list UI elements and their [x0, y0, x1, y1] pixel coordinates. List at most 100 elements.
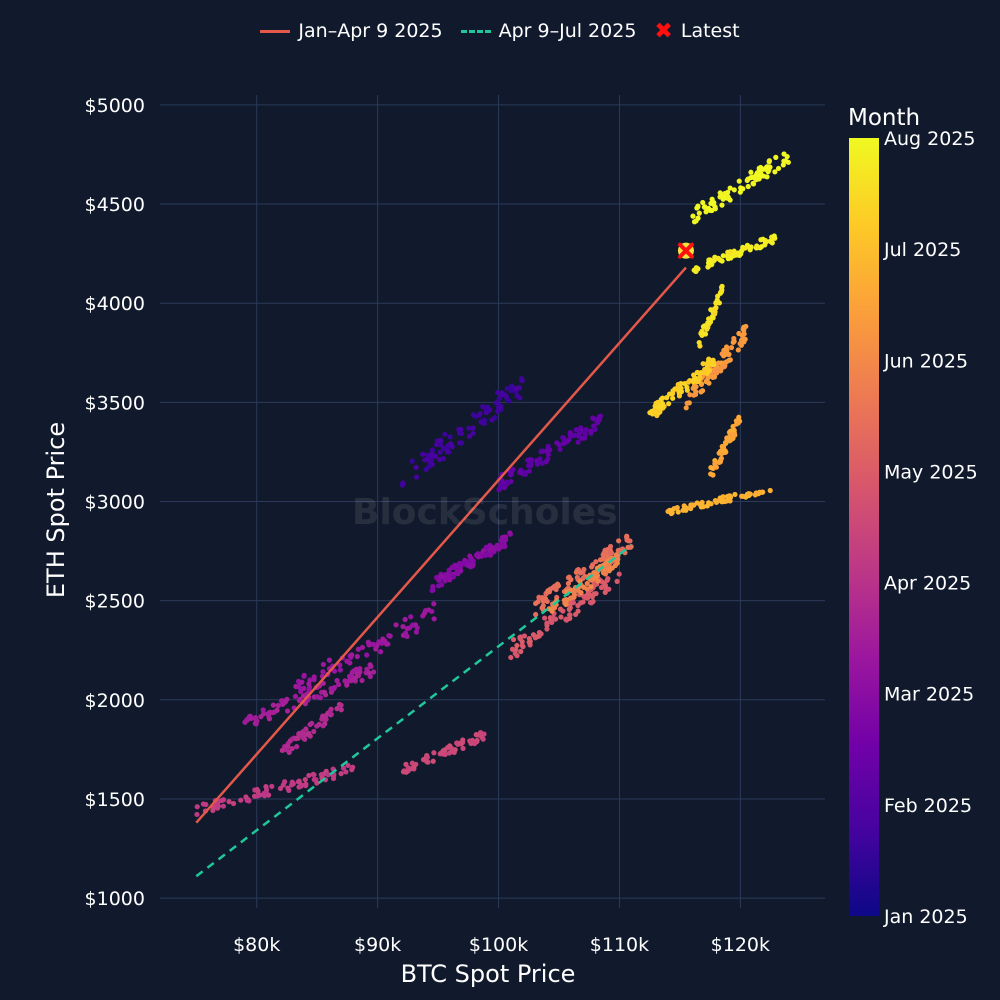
scatter-point [413, 474, 420, 480]
scatter-point [470, 412, 476, 418]
colorbar-label: Aug 2025 [884, 128, 976, 150]
scatter-point [220, 803, 226, 809]
scatter-point [771, 233, 777, 239]
scatter-point [477, 411, 483, 417]
scatter-point [628, 544, 634, 550]
scatter-point [567, 601, 573, 607]
scatter-point [533, 611, 539, 618]
scatter-point [566, 606, 572, 612]
scatter-point [337, 662, 343, 668]
scatter-point [447, 743, 453, 749]
scatter-point [364, 652, 370, 658]
scatter-points [194, 151, 791, 818]
scatter-point [466, 558, 472, 565]
scatter-point [701, 370, 707, 376]
scatter-point [437, 456, 443, 463]
scatter-point [442, 431, 448, 437]
scatter-point [722, 498, 728, 505]
scatter-point [296, 778, 302, 784]
legend-item-series2[interactable]: Apr 9–Jul 2025 [460, 20, 636, 42]
scatter-point [768, 238, 774, 245]
scatter-point [575, 602, 581, 609]
scatter-point [536, 629, 542, 636]
fit-lines [195, 266, 687, 878]
fit-line [195, 544, 633, 878]
scatter-point [602, 589, 608, 595]
scatter-point [367, 673, 373, 680]
scatter-point [612, 562, 618, 569]
scatter-point [480, 548, 487, 554]
scatter-point [519, 376, 525, 382]
scatter-point [555, 583, 562, 589]
scatter-point [684, 400, 690, 406]
scatter-point [542, 615, 548, 621]
scatter-point [544, 598, 550, 605]
scatter-point [693, 389, 699, 395]
scatter-point [720, 364, 726, 370]
y-axis-label: ETH Spot Price [42, 422, 70, 598]
scatter-point [458, 741, 464, 747]
scatter-point [560, 608, 566, 614]
scatter-point [720, 444, 727, 450]
scatter-point [506, 398, 512, 404]
x-axis-label: BTC Spot Price [401, 960, 576, 988]
scatter-point [758, 244, 764, 250]
scatter-point [317, 695, 324, 701]
scatter-point [518, 648, 524, 655]
scatter-point [454, 740, 460, 747]
scatter-point [544, 447, 551, 453]
scatter-point [700, 361, 706, 367]
scatter-point [613, 552, 619, 558]
scatter-point [342, 678, 348, 684]
scatter-point [706, 316, 712, 322]
scatter-point [284, 708, 291, 714]
scatter-point [466, 563, 472, 569]
scatter-point [354, 653, 360, 660]
scatter-point [758, 173, 764, 179]
scatter-point [722, 190, 728, 197]
scatter-point [781, 151, 787, 157]
scatter-point [521, 633, 528, 639]
scatter-point [252, 720, 258, 727]
scatter-point [739, 493, 745, 499]
scatter-point [545, 451, 551, 458]
scatter-point [371, 669, 377, 675]
scatter-point [498, 404, 504, 410]
scatter-point [539, 460, 546, 466]
scatter-point [540, 598, 546, 604]
scatter-point [575, 608, 581, 614]
scatter-point [306, 730, 312, 736]
scatter-point [738, 251, 744, 257]
scatter-point [578, 425, 584, 431]
scatter-point [382, 638, 388, 644]
scatter-point [428, 457, 435, 463]
scatter-point [616, 571, 622, 577]
scatter-point [319, 716, 325, 722]
scatter-point [728, 428, 734, 434]
scatter-point [737, 341, 743, 347]
scatter-point [420, 451, 426, 457]
scatter-point [700, 330, 706, 337]
legend-item-latest[interactable]: ✖ Latest [654, 20, 739, 42]
scatter-point [735, 420, 741, 426]
legend-item-series1[interactable]: Jan–Apr 9 2025 [260, 20, 443, 42]
scatter-point [656, 408, 662, 415]
scatter-point [699, 499, 705, 506]
scatter-point [296, 697, 302, 704]
scatter-point [482, 552, 489, 558]
scatter-point [584, 580, 590, 587]
scatter-point [283, 747, 290, 753]
scatter-point [302, 776, 308, 783]
scatter-point [616, 538, 622, 544]
scatter-point [553, 586, 559, 593]
scatter-point [742, 245, 748, 251]
y-tick-label: $4000 [85, 293, 145, 315]
scatter-point [563, 616, 569, 622]
scatter-point [676, 393, 683, 399]
scatter-point [431, 616, 437, 622]
scatter-point [591, 570, 597, 576]
scatter-point [413, 629, 420, 635]
colorbar-labels: Aug 2025 Jul 2025 Jun 2025 May 2025 Apr 2025… [883, 128, 978, 928]
scatter-point [730, 423, 736, 430]
scatter-point [598, 584, 605, 591]
